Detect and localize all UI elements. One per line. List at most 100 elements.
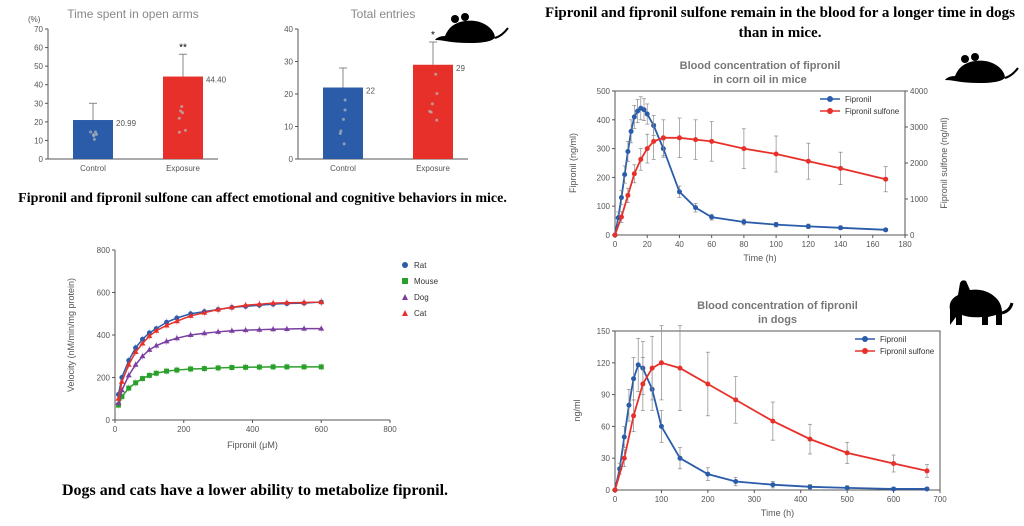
svg-text:20: 20 [643,240,652,249]
svg-text:40: 40 [675,240,684,249]
svg-text:400: 400 [97,331,111,340]
svg-text:Control: Control [80,164,106,173]
svg-text:Dog: Dog [414,293,429,302]
svg-text:Rat: Rat [414,261,427,270]
svg-text:Fipronil sulfone: Fipronil sulfone [845,107,900,116]
svg-text:Time (h): Time (h) [761,508,794,518]
svg-text:500: 500 [597,87,611,96]
svg-text:150: 150 [597,327,611,336]
svg-text:0: 0 [106,416,111,425]
svg-text:Time (h): Time (h) [743,253,776,263]
dogs-blood-chart-panel: Blood concentration of fipronil in dogs 0 3… [560,295,980,520]
svg-text:100: 100 [769,240,783,249]
svg-text:44.40: 44.40 [206,76,227,85]
svg-text:700: 700 [933,495,947,504]
dogs-blood-chart-svg: Blood concentration of fipronil in dogs 0 3… [560,295,980,520]
svg-text:Control: Control [330,164,356,173]
svg-text:Fipronil (μM): Fipronil (μM) [227,440,278,450]
svg-text:40: 40 [284,25,293,34]
svg-text:3000: 3000 [910,123,928,132]
right-top-caption: Fipronil and fipronil sulfone remain in … [540,4,1020,43]
svg-text:200: 200 [701,495,715,504]
svg-text:400: 400 [794,495,808,504]
svg-text:Exposure: Exposure [416,164,450,173]
svg-text:4000: 4000 [910,87,928,96]
svg-text:0: 0 [613,495,618,504]
svg-text:200: 200 [597,173,611,182]
svg-text:Velocity (nM/min/mg protein): Velocity (nM/min/mg protein) [66,278,76,392]
svg-text:in dogs: in dogs [758,314,797,326]
mouse-icon-topleft [430,8,510,53]
svg-text:Mouse: Mouse [414,277,439,286]
left-bottom-caption: Dogs and cats have a lower ability to me… [0,482,510,500]
svg-text:20: 20 [284,90,293,99]
svg-text:Fipronil: Fipronil [880,335,906,344]
svg-text:(%): (%) [28,15,41,24]
svg-text:100: 100 [655,495,669,504]
svg-text:60: 60 [707,240,716,249]
svg-text:800: 800 [383,425,397,434]
mice-blood-chart-svg: Blood concentration of fipronil in corn o… [560,55,980,265]
svg-text:400: 400 [246,425,260,434]
svg-text:10: 10 [34,136,43,145]
svg-text:Time spent in open arms: Time spent in open arms [67,7,199,21]
svg-text:Fipronil sulfone: Fipronil sulfone [880,347,935,356]
svg-text:100: 100 [597,202,611,211]
svg-text:200: 200 [97,374,111,383]
svg-text:500: 500 [840,495,854,504]
svg-text:140: 140 [834,240,848,249]
svg-text:300: 300 [748,495,762,504]
velocity-chart-panel: 0 200 400 600 800 0 200 400 600 800 Fipronil (μM) V… [60,240,490,460]
left-top-caption: Fipronil and fipronil sulfone can affect… [0,190,525,208]
svg-text:600: 600 [315,425,329,434]
svg-text:160: 160 [866,240,880,249]
svg-text:0: 0 [910,231,915,240]
svg-text:60: 60 [34,44,43,53]
velocity-chart-svg: 0 200 400 600 800 0 200 400 600 800 Fipronil (μM) V… [60,240,490,460]
svg-text:Blood concentration of fiproni: Blood concentration of fipronil [680,60,841,72]
svg-text:Total entries: Total entries [351,7,416,21]
svg-text:Blood concentration of fiproni: Blood concentration of fipronil [697,300,858,312]
svg-text:2000: 2000 [910,159,928,168]
svg-text:80: 80 [739,240,748,249]
mouse-silhouette-icon [430,8,510,48]
svg-text:0: 0 [613,240,618,249]
svg-text:600: 600 [887,495,901,504]
svg-text:10: 10 [284,123,293,132]
svg-text:0: 0 [39,155,44,164]
svg-text:1000: 1000 [910,195,928,204]
svg-text:180: 180 [898,240,912,249]
svg-text:0: 0 [606,231,611,240]
svg-text:70: 70 [34,25,43,34]
svg-text:30: 30 [284,58,293,67]
svg-text:120: 120 [802,240,816,249]
svg-text:800: 800 [97,246,111,255]
svg-text:0: 0 [606,486,611,495]
svg-text:600: 600 [97,289,111,298]
svg-text:Fipronil sulfone (ng/ml): Fipronil sulfone (ng/ml) [939,117,949,209]
svg-text:in corn oil in mice: in corn oil in mice [713,74,807,86]
svg-text:400: 400 [597,116,611,125]
svg-text:0: 0 [289,155,294,164]
svg-text:0: 0 [113,425,118,434]
mice-blood-chart-panel: Blood concentration of fipronil in corn o… [560,55,980,265]
svg-text:Fipronil (ng/ml): Fipronil (ng/ml) [568,133,578,193]
svg-text:Exposure: Exposure [166,164,200,173]
svg-text:300: 300 [597,145,611,154]
svg-text:200: 200 [177,425,191,434]
svg-text:Fipronil: Fipronil [845,95,871,104]
svg-text:30: 30 [34,99,43,108]
svg-text:120: 120 [597,359,611,368]
svg-text:22: 22 [366,87,375,96]
svg-text:90: 90 [601,391,610,400]
svg-text:**: ** [179,42,187,53]
svg-text:29: 29 [456,64,465,73]
svg-text:30: 30 [601,454,610,463]
svg-text:50: 50 [34,62,43,71]
svg-text:ng/ml: ng/ml [572,399,582,421]
svg-text:20.99: 20.99 [116,119,137,128]
svg-text:20: 20 [34,118,43,127]
svg-text:Cat: Cat [414,309,427,318]
svg-text:40: 40 [34,81,43,90]
svg-text:60: 60 [601,422,610,431]
